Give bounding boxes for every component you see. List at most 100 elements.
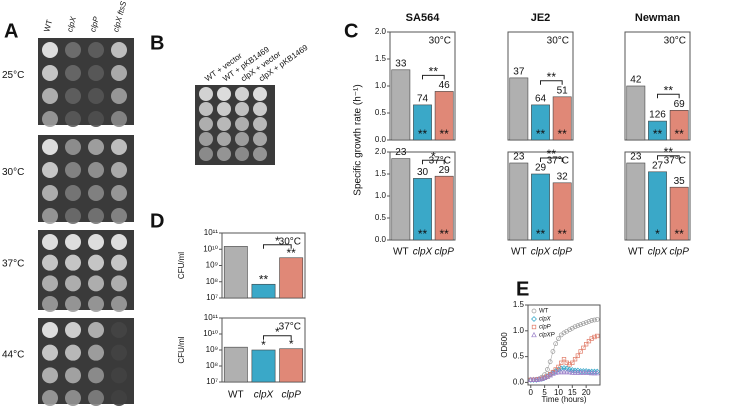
- significance: **: [536, 127, 546, 141]
- colony-spot: [111, 322, 127, 338]
- y-tick-label: 10¹¹: [204, 228, 219, 237]
- y-tick-label: 1.5: [513, 300, 525, 309]
- colony-spot: [42, 88, 58, 104]
- y-axis-label: CFU/ml: [177, 336, 186, 363]
- colony-spot: [235, 132, 249, 146]
- bar-label: 23: [513, 152, 525, 163]
- marker: [578, 349, 583, 354]
- marker: [589, 318, 595, 323]
- colony-spot: [42, 234, 58, 250]
- legend-marker: [531, 316, 537, 322]
- x-tick-label: 15: [568, 388, 577, 397]
- colony-spot: [65, 139, 81, 155]
- colony-spot: [42, 322, 58, 338]
- significance: *: [275, 325, 280, 339]
- colony-spot: [65, 208, 81, 224]
- x-tick-label: WT: [393, 247, 409, 258]
- bar: [648, 171, 667, 241]
- x-tick-label: 0: [529, 388, 534, 397]
- bracket: [657, 155, 680, 160]
- colony-spot: [42, 390, 58, 406]
- y-tick-label: 1.0: [513, 326, 525, 335]
- colony-spot: [65, 322, 81, 338]
- colony-spot: [88, 322, 104, 338]
- bar: [391, 158, 411, 241]
- significance: **: [536, 227, 546, 241]
- colony-spot: [88, 208, 104, 224]
- marker: [572, 324, 578, 330]
- x-tick-label: clpX: [531, 247, 551, 258]
- colony-spot: [199, 117, 213, 131]
- colony-spot: [88, 234, 104, 250]
- colony-spot: [42, 65, 58, 81]
- colony-spot: [42, 111, 58, 127]
- frame: [527, 304, 601, 386]
- colony-spot: [111, 254, 127, 271]
- y-axis-label: CFU/ml: [177, 252, 186, 279]
- y-tick-label: 1.0: [375, 81, 387, 90]
- colony-spot: [65, 390, 81, 406]
- marker: [575, 323, 581, 328]
- bar: [279, 348, 304, 383]
- y-tick-label: 10⁷: [206, 293, 218, 302]
- marker: [572, 369, 578, 375]
- colony-spot: [217, 132, 231, 146]
- marker: [570, 360, 575, 365]
- bar: [251, 349, 276, 383]
- bar: [626, 162, 646, 241]
- x-axis-label: Time (hours): [541, 395, 586, 404]
- panel-label: E: [516, 278, 529, 300]
- colony-spot: [199, 147, 213, 161]
- bracket: [540, 157, 563, 162]
- colony-spot: [199, 132, 213, 146]
- y-tick-label: 10⁹: [206, 261, 218, 270]
- bar: [413, 104, 432, 141]
- bar-label: 23: [630, 152, 642, 163]
- panel-label: B: [150, 32, 164, 54]
- bracket: [422, 159, 445, 165]
- marker: [555, 368, 562, 375]
- marker: [588, 369, 595, 376]
- significance: **: [664, 83, 674, 97]
- colony-spot: [111, 234, 127, 250]
- bar-label: 32: [557, 171, 569, 182]
- annotation: 30°C: [429, 36, 451, 47]
- bar: [509, 162, 529, 241]
- x-tick-label: WT: [228, 390, 244, 401]
- y-tick-label: 0.5: [513, 352, 525, 361]
- column-label: clpP: [88, 15, 101, 33]
- y-tick-label: 10¹¹: [204, 313, 219, 322]
- marker: [583, 369, 589, 375]
- bracket: [263, 335, 292, 340]
- bar-label: 74: [417, 94, 429, 105]
- significance: **: [286, 246, 296, 260]
- panel-label: C: [344, 20, 358, 42]
- strain-title: Newman: [635, 12, 681, 24]
- row-label: 30°C: [2, 167, 24, 178]
- bar-label: 126: [649, 110, 666, 121]
- y-tick-label: 10¹⁰: [203, 329, 218, 338]
- x-tick-label: clpP: [434, 247, 454, 258]
- x-tick-label: 5: [542, 388, 547, 397]
- marker: [575, 369, 581, 375]
- bracket: [263, 244, 292, 249]
- colony-spot: [65, 42, 81, 58]
- marker: [592, 334, 597, 340]
- colony-spot: [65, 344, 81, 361]
- y-tick-label: 10⁹: [206, 345, 218, 354]
- marker: [530, 376, 537, 382]
- colony-spot: [253, 132, 267, 146]
- colony-spot: [42, 208, 58, 224]
- significance: **: [259, 272, 269, 286]
- colony-spot: [88, 88, 104, 104]
- marker: [553, 367, 558, 372]
- y-tick-label: 10⁸: [206, 361, 218, 370]
- bar: [413, 178, 432, 241]
- colony-spot: [42, 367, 58, 384]
- significance: *: [275, 234, 280, 248]
- y-tick-label: 1.0: [375, 191, 387, 200]
- significance: **: [557, 127, 567, 141]
- bar: [391, 69, 411, 141]
- colony-spot: [42, 42, 58, 58]
- colony-spot: [88, 185, 104, 201]
